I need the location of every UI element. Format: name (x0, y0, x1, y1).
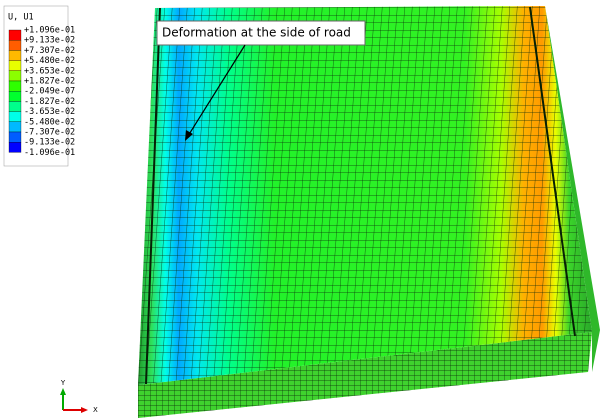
legend-label: +1.096e-01 (24, 26, 75, 36)
legend-swatch (9, 40, 21, 50)
legend-label: -7.307e-02 (24, 128, 75, 138)
legend-swatch (9, 30, 21, 40)
legend-swatch (9, 50, 21, 60)
legend-label: +1.827e-02 (24, 77, 75, 87)
legend-label: -1.096e-01 (24, 148, 75, 158)
legend-label: +3.653e-02 (24, 66, 75, 76)
legend-swatch (9, 81, 21, 91)
top-mesh (138, 6, 592, 385)
legend-label: +7.307e-02 (24, 46, 75, 56)
legend-label: +9.133e-02 (24, 36, 75, 46)
legend-swatch (9, 71, 21, 81)
annotation-text: Deformation at the side of road (162, 26, 351, 40)
y-arrow-head (60, 388, 66, 395)
viewport: U, U1 +1.096e-01+9.133e-02+7.307e-02+5.4… (0, 0, 605, 419)
legend-swatch (9, 142, 21, 152)
legend-swatch (9, 61, 21, 71)
legend-label: -5.480e-02 (24, 117, 75, 127)
legend-label: +5.480e-02 (24, 56, 75, 66)
triad: Y X (60, 379, 98, 414)
legend-swatch (9, 132, 21, 142)
legend-title: U, U1 (8, 13, 34, 23)
legend-swatch (9, 101, 21, 111)
legend-swatch (9, 91, 21, 101)
x-arrow-head (81, 407, 88, 413)
legend-label: -1.827e-02 (24, 97, 75, 107)
legend-label: -2.049e-07 (24, 87, 75, 97)
page: {"legend": {"title": "U, U1", "labels": … (0, 0, 605, 419)
legend-swatch (9, 112, 21, 122)
legend-label: -3.653e-02 (24, 107, 75, 117)
legend-swatch (9, 122, 21, 132)
model (138, 6, 600, 418)
triad-x: X (93, 406, 98, 414)
triad-y: Y (60, 379, 66, 387)
legend: U, U1 +1.096e-01+9.133e-02+7.307e-02+5.4… (4, 6, 75, 166)
legend-label: -9.133e-02 (24, 138, 75, 148)
